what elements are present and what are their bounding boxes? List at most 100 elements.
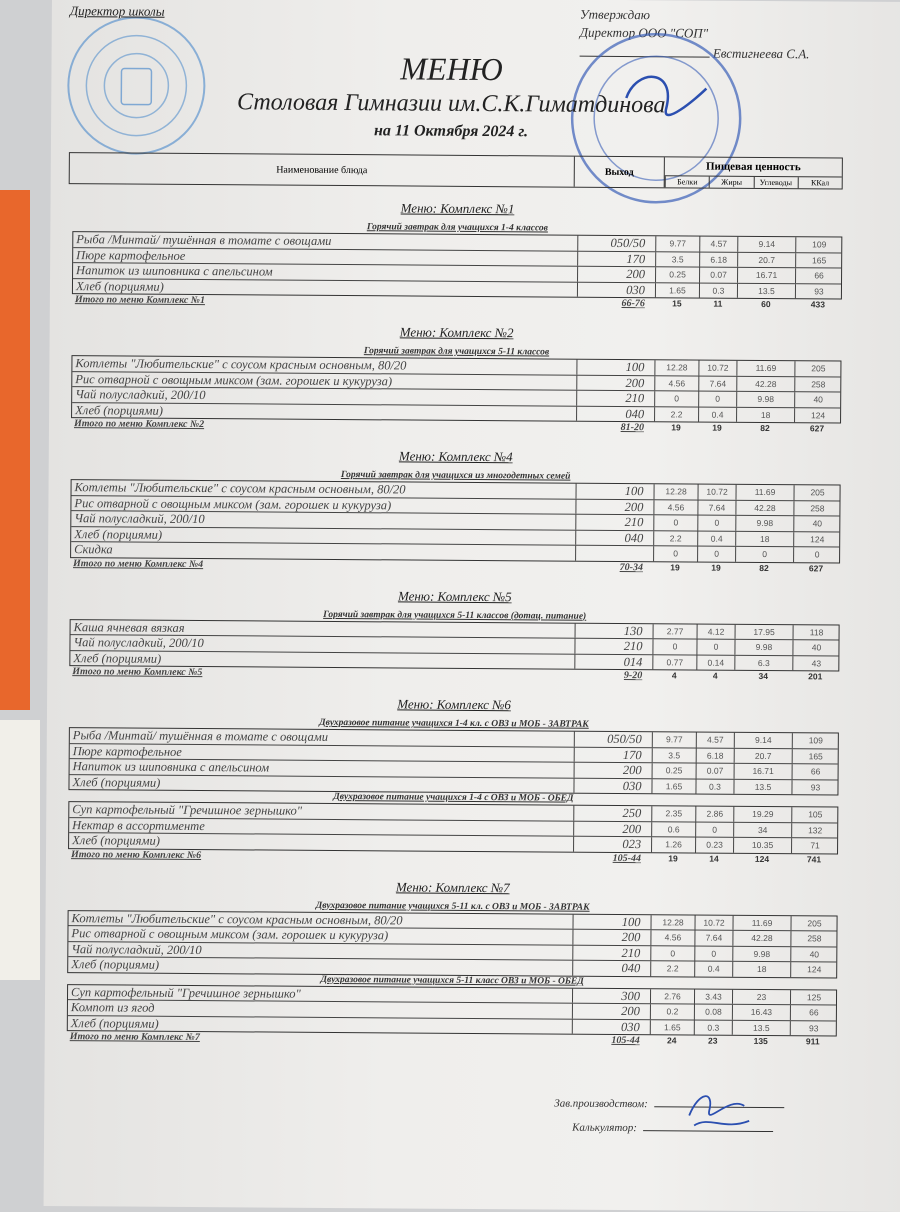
- kcal: 132: [808, 824, 823, 835]
- total-proteins: 19: [670, 561, 680, 572]
- total-dish-yield: 70-34: [619, 561, 644, 573]
- total-label: Итого по меню Комплекс №4: [73, 557, 204, 570]
- fats: 0.07: [700, 267, 739, 283]
- carbs: 16.71: [738, 267, 797, 283]
- total-dish-yield: 81-20: [620, 421, 645, 434]
- dish-yield: 200: [577, 375, 656, 391]
- carbs: 13.5: [732, 1020, 791, 1036]
- menu-table: Рыба /Минтай/ тушённая в томате с овощам…: [71, 231, 843, 300]
- column-name: Наименование блюда: [69, 153, 575, 187]
- proteins: 4.56: [651, 930, 696, 946]
- kcal: 258: [810, 502, 825, 513]
- proteins: 1.65: [652, 778, 697, 794]
- menu-section: Меню: Комплекс №2 Горячий завтрак для уча…: [71, 322, 842, 437]
- proteins: 0: [655, 391, 700, 407]
- kcal: 93: [809, 1022, 819, 1033]
- total-label: Итого по меню Комплекс №6: [70, 848, 202, 861]
- kcal: 125: [806, 991, 822, 1002]
- dish-yield: 050/50: [574, 731, 653, 747]
- total-carbs: 34: [758, 670, 769, 682]
- carbs: 9.14: [738, 236, 797, 252]
- carbs: 11.69: [733, 915, 792, 931]
- kcal: 71: [810, 840, 820, 851]
- proteins: 2.76: [650, 988, 696, 1004]
- fats: 0: [695, 946, 734, 961]
- organization-stamp-icon: [570, 32, 742, 204]
- dish-yield: 040: [573, 960, 652, 976]
- approve-label: Утверждаю: [579, 6, 650, 23]
- fats: 7.64: [699, 376, 738, 391]
- carbs: 11.69: [737, 360, 796, 376]
- kcal: 43: [811, 657, 822, 668]
- total-kcal: 741: [806, 853, 822, 864]
- carbs: 18: [733, 961, 792, 977]
- kcal: 205: [807, 917, 822, 928]
- proteins: 0: [654, 546, 699, 562]
- dish-yield: 130: [575, 623, 654, 639]
- kcal: 124: [810, 533, 825, 544]
- carbs: 9.98: [737, 391, 796, 407]
- kcal: 109: [808, 735, 823, 746]
- fats: 0: [697, 639, 736, 655]
- carbs: 19.29: [734, 806, 793, 822]
- dish-yield: 210: [577, 390, 656, 406]
- section-title: Меню: Комплекс №4: [398, 448, 513, 465]
- fats: 0: [698, 546, 737, 562]
- proteins: 0: [653, 639, 698, 655]
- fats: 10.72: [698, 484, 737, 500]
- carbs: 10.35: [734, 837, 793, 853]
- column-yield: Выход: [574, 156, 665, 188]
- menu-table: Котлеты "Любительские" с соусом красным …: [70, 479, 841, 564]
- fats: 4.12: [697, 624, 736, 639]
- dish-yield: 210: [576, 514, 655, 530]
- total-carbs: 60: [761, 298, 771, 310]
- kcal: 105: [808, 809, 823, 820]
- kcal: 258: [811, 378, 826, 389]
- fats: 0.4: [695, 961, 734, 977]
- dish-yield: 200: [572, 1003, 651, 1019]
- carbs: 13.5: [737, 283, 797, 299]
- fats: 0.23: [696, 837, 735, 853]
- kcal: 165: [812, 254, 827, 265]
- dish-yield: 250: [574, 805, 653, 821]
- fats: 0: [699, 391, 738, 407]
- dish-yield: 300: [572, 988, 652, 1004]
- dish-yield: 014: [575, 654, 654, 670]
- fats: 7.64: [698, 500, 737, 515]
- kcal: 66: [814, 270, 824, 281]
- total-fats: 19: [711, 562, 721, 573]
- kcal: 40: [811, 642, 822, 653]
- proteins: 0.6: [652, 821, 697, 837]
- proteins: 0.77: [653, 654, 698, 670]
- proteins: 2.35: [652, 806, 697, 822]
- proteins: 12.28: [651, 914, 696, 930]
- carbs: 17.95: [735, 624, 794, 640]
- total-proteins: 19: [668, 852, 678, 863]
- total-kcal: 911: [805, 1036, 820, 1047]
- kcal: 109: [812, 239, 827, 250]
- total-proteins: 15: [672, 298, 682, 309]
- fats: 7.64: [695, 930, 734, 946]
- menu-table: Рыба /Минтай/ тушённая в томате с овощам…: [68, 727, 839, 796]
- dish-yield: 030: [572, 1019, 651, 1035]
- calculator-label: Калькулятор:: [572, 1121, 638, 1135]
- carbs: 9.14: [734, 732, 793, 748]
- proteins: 0.2: [650, 1004, 695, 1020]
- kcal: 93: [810, 781, 821, 792]
- dish-yield: 100: [577, 359, 656, 375]
- section-title: Меню: Комплекс №6: [397, 696, 511, 713]
- fats: 0.14: [697, 655, 736, 670]
- dish-yield: 050/50: [578, 235, 657, 251]
- dish-yield: 040: [577, 406, 656, 422]
- total-carbs: 135: [753, 1035, 768, 1047]
- proteins: 12.28: [654, 484, 699, 500]
- proteins: 4.56: [655, 375, 700, 391]
- menu-table: Суп картофельный "Гречишное зернышко" 300…: [66, 983, 838, 1037]
- page-title: МЕНЮ: [400, 50, 503, 88]
- fats: 0.3: [694, 1020, 733, 1035]
- total-fats: 23: [707, 1035, 718, 1046]
- kcal: 66: [810, 766, 821, 777]
- production-head-label: Зав.производством:: [554, 1097, 648, 1111]
- kcal: 124: [810, 409, 826, 420]
- dish-yield: 210: [575, 638, 654, 654]
